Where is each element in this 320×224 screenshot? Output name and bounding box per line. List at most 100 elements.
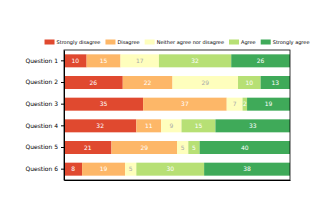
legend: Strongly disagree Disagree Neither agree n… — [45, 39, 310, 46]
tick: Question 6 — [25, 165, 64, 172]
bar — [215, 119, 290, 132]
legend-label: Agree — [241, 39, 256, 46]
tick-mark — [61, 82, 64, 83]
data-label: 8 — [71, 165, 75, 172]
data-label: 38 — [243, 165, 251, 172]
legend-item: Disagree — [105, 39, 139, 46]
data-label: 7 — [233, 100, 237, 107]
data-label: 5 — [181, 144, 185, 151]
data-label: 21 — [84, 144, 92, 151]
bar — [64, 76, 123, 89]
bar — [125, 163, 136, 176]
data-label: 19 — [100, 165, 108, 172]
legend-item: Strongly disagree — [45, 39, 101, 46]
data-label: 2 — [243, 100, 247, 107]
bar — [136, 163, 204, 176]
data-label: 22 — [144, 79, 152, 86]
bar — [121, 54, 159, 67]
data-labels: 1026353221815223711291917297955321021553… — [71, 57, 279, 172]
bar — [188, 141, 199, 154]
data-label: 29 — [140, 144, 148, 151]
x-axis — [65, 180, 291, 181]
bar — [247, 98, 290, 111]
legend-item: Neither agree nor disagree — [145, 39, 224, 46]
tick-label: Question 4 — [25, 122, 58, 129]
axis-line — [64, 51, 65, 181]
bar — [64, 54, 87, 67]
data-label: 19 — [265, 100, 273, 107]
chart: 1026353221815223711291917297955321021553… — [0, 0, 320, 224]
tick-mark — [61, 125, 64, 126]
data-label: 5 — [129, 165, 133, 172]
legend-label: Strongly agree — [273, 39, 310, 46]
bar — [182, 119, 216, 132]
axis-line — [65, 180, 291, 181]
data-label: 30 — [166, 165, 174, 172]
legend-swatch — [145, 40, 155, 45]
bar — [64, 98, 143, 111]
data-label: 10 — [245, 79, 253, 86]
bar — [200, 141, 290, 154]
bars — [64, 54, 290, 175]
tick: Question 1 — [25, 57, 64, 64]
legend-swatch — [229, 40, 239, 45]
bar — [159, 54, 231, 67]
data-label: 17 — [136, 57, 144, 64]
bar — [82, 163, 125, 176]
plot: 1026353221815223711291917297955321021553… — [25, 50, 290, 181]
bar — [87, 54, 121, 67]
tick: Question 2 — [25, 78, 64, 85]
bar — [231, 54, 290, 67]
tick: Question 5 — [25, 143, 64, 150]
tick-label: Question 6 — [25, 165, 58, 172]
legend-label: Strongly disagree — [57, 39, 101, 46]
data-label: 35 — [100, 100, 108, 107]
legend-swatch — [261, 40, 271, 45]
data-label: 5 — [192, 144, 196, 151]
tick-label: Question 5 — [25, 143, 58, 150]
tick-label: Question 3 — [25, 100, 58, 107]
bar — [143, 98, 227, 111]
bar — [243, 98, 248, 111]
data-label: 33 — [249, 122, 257, 129]
data-label: 15 — [100, 57, 108, 64]
bar — [111, 141, 177, 154]
bar — [177, 141, 188, 154]
data-label: 40 — [241, 144, 249, 151]
bar — [64, 141, 111, 154]
legend-item: Agree — [229, 39, 256, 46]
bar — [64, 163, 82, 176]
data-label: 13 — [271, 79, 279, 86]
data-label: 26 — [90, 79, 98, 86]
bar — [64, 119, 136, 132]
tick: Question 4 — [25, 122, 64, 129]
data-label: 26 — [257, 57, 265, 64]
legend-item: Strongly agree — [261, 39, 310, 46]
data-label: 37 — [181, 100, 189, 107]
data-label: 15 — [195, 122, 203, 129]
legend-swatch — [45, 40, 55, 45]
legend-swatch — [105, 40, 115, 45]
tick-mark — [61, 147, 64, 148]
legend-label: Disagree — [117, 39, 139, 46]
bar — [136, 119, 161, 132]
bar — [161, 119, 181, 132]
data-label: 9 — [169, 122, 173, 129]
legend-label: Neither agree nor disagree — [157, 39, 224, 46]
data-label: 32 — [191, 57, 199, 64]
y-axis: Question 1 Question 2 Question 3 Question 4… — [25, 51, 64, 181]
bar — [123, 76, 173, 89]
data-label: 32 — [96, 122, 104, 129]
data-label: 10 — [71, 57, 79, 64]
tick-mark — [61, 169, 64, 170]
plot-frame — [64, 50, 290, 180]
tick: Question 3 — [25, 100, 64, 107]
bar — [204, 163, 290, 176]
bar — [172, 76, 238, 89]
tick-mark — [61, 104, 64, 105]
bar — [238, 76, 261, 89]
tick-label: Question 2 — [25, 78, 58, 85]
bar — [227, 98, 243, 111]
tick-mark — [61, 60, 64, 61]
bar — [261, 76, 290, 89]
